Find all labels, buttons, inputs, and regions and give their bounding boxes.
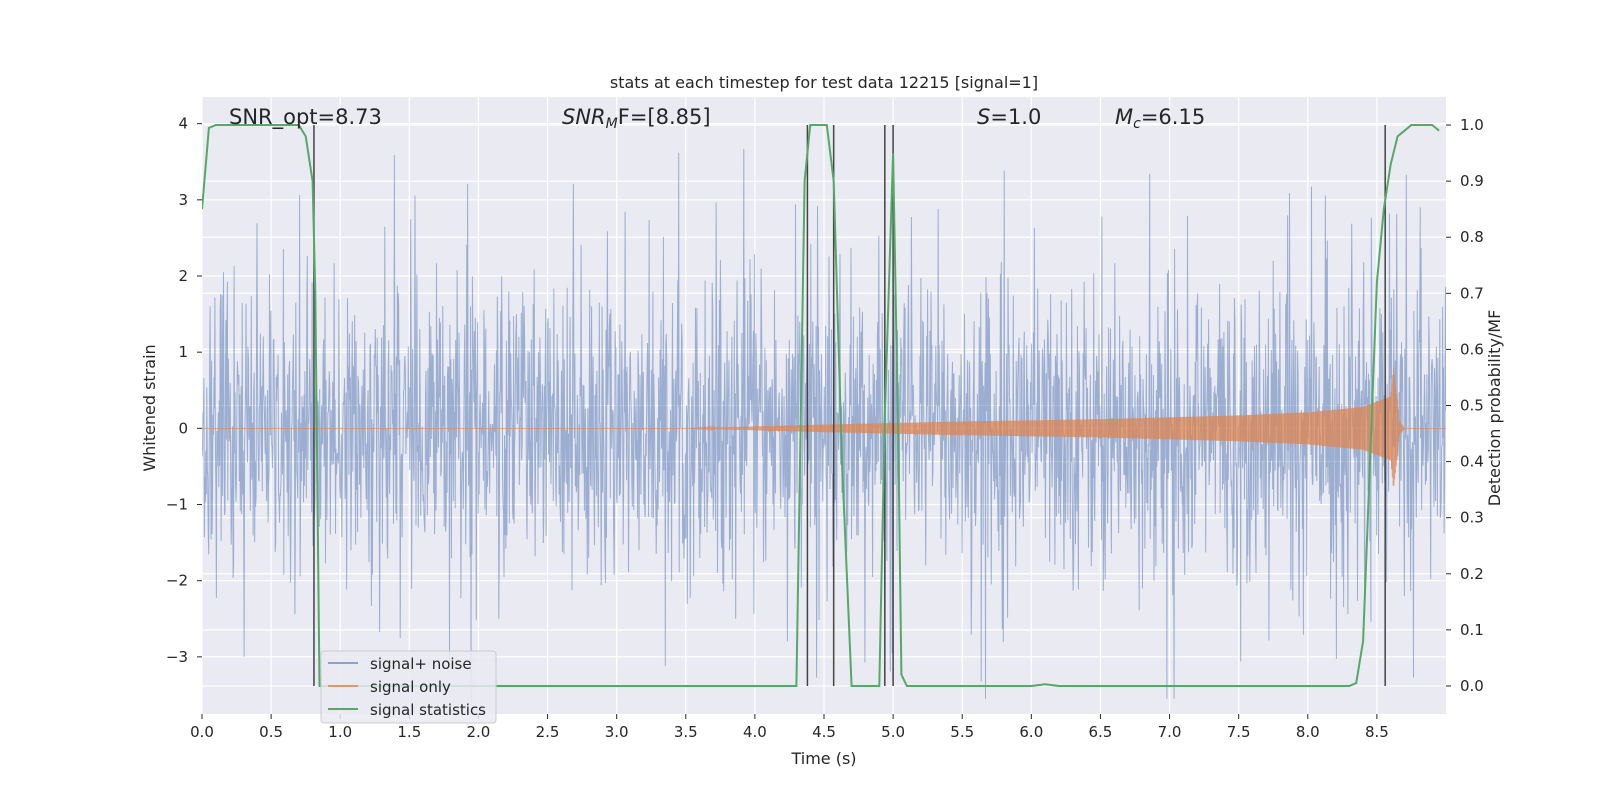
x-tick-label-16: 8.0 [1296,723,1320,741]
x-axis-ticks: 0.0 0.5 1.0 1.5 2.0 2.5 3.0 3.5 4.0 4.5 5.0 5.5 6.0 6… [190,714,1389,741]
noise-series [202,148,1446,699]
y-left-tick-label-5: −1 [166,496,188,514]
x-tick-label-7: 3.5 [674,723,698,741]
y-left-tick-label-1: 3 [178,191,188,209]
annotation-snr-mf: SNRMF=[8.85] [562,105,711,132]
y-axis-right-ticks: 1.0 0.9 0.8 0.7 0.6 0.5 0.4 0.3 0.2 0.1 0.0 [1446,116,1484,695]
y-axis-right-title: Detection probability/MF [1485,310,1504,507]
x-tick-label-15: 7.5 [1227,723,1251,741]
annotation-snr-opt: SNR_opt=8.73 [229,105,382,130]
x-tick-label-11: 5.5 [950,723,974,741]
signal-statistics-line [202,124,1440,687]
y-left-tick-label-6: −2 [166,572,188,590]
y-right-tick-label-3: 0.7 [1460,284,1484,302]
y-left-tick-label-0: 4 [178,115,188,133]
legend-label-signal-noise: signal+ noise [370,655,472,673]
x-tick-label-17: 8.5 [1365,723,1389,741]
y-right-tick-label-6: 0.4 [1460,453,1484,471]
x-tick-label-6: 3.0 [605,723,629,741]
legend-label-signal-statistics: signal statistics [370,701,486,719]
x-tick-label-4: 2.0 [467,723,491,741]
x-tick-label-2: 1.0 [328,723,352,741]
legend-label-signal-only: signal only [370,678,451,696]
y-axis-left-ticks: 4 3 2 1 0 −1 −2 −3 [166,115,202,666]
legend: signal+ noise signal only signal statist… [320,650,497,724]
y-left-tick-label-4: 0 [178,419,188,437]
y-right-tick-label-4: 0.6 [1460,340,1484,358]
y-left-tick-label-3: 1 [178,343,188,361]
annotation-mc: Mc=6.15 [1115,105,1205,132]
x-tick-label-10: 5.0 [881,723,905,741]
y-right-tick-label-10: 0.0 [1460,677,1484,695]
chart-title: stats at each timestep for test data 122… [610,73,1038,92]
x-tick-label-14: 7.0 [1158,723,1182,741]
signal-series [202,367,1446,486]
x-tick-label-8: 4.0 [743,723,767,741]
x-tick-label-0: 0.0 [190,723,214,741]
y-right-tick-label-9: 0.1 [1460,621,1484,639]
x-tick-label-12: 6.0 [1019,723,1043,741]
signal-only-line [202,367,1446,486]
y-left-tick-label-7: −3 [166,648,188,666]
x-tick-label-9: 4.5 [812,723,836,741]
x-tick-label-3: 1.5 [397,723,421,741]
x-tick-label-13: 6.5 [1089,723,1113,741]
y-right-tick-label-2: 0.8 [1460,228,1484,246]
y-right-tick-label-7: 0.3 [1460,509,1484,527]
y-left-tick-label-2: 2 [178,267,188,285]
y-axis-left-title: Whitened strain [140,344,159,471]
legend-box [320,650,497,724]
noise-line [202,148,1446,699]
y-right-tick-label-1: 0.9 [1460,172,1484,190]
x-tick-label-5: 2.5 [536,723,560,741]
y-right-tick-label-0: 1.0 [1460,116,1484,134]
x-tick-label-1: 0.5 [259,723,283,741]
statistics-series [202,124,1440,687]
x-axis-title: Time (s) [790,749,856,768]
annotation-s: S=1.0 [977,105,1041,129]
y-right-tick-label-5: 0.5 [1460,397,1484,415]
y-right-tick-label-8: 0.2 [1460,565,1484,583]
